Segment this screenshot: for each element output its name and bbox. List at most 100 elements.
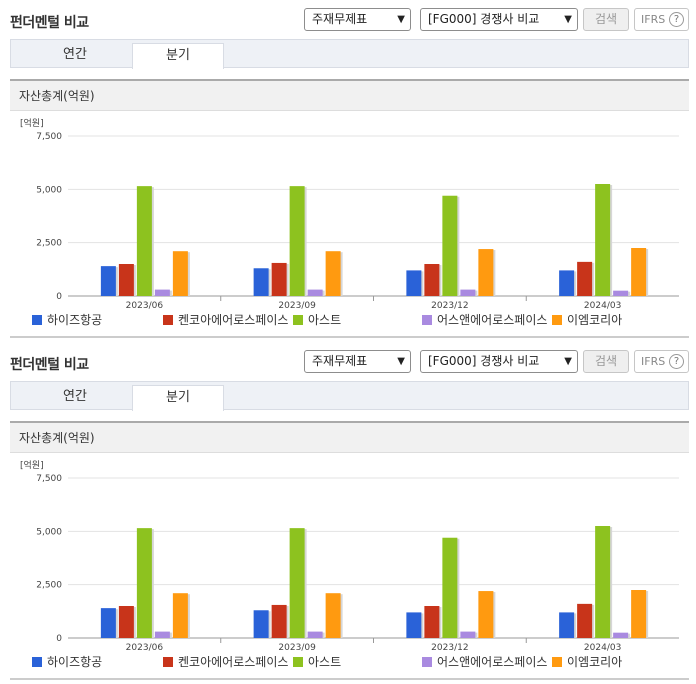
panel-header: 펀더멘털 비교 주재무제표 ▼ [FG000] 경쟁사 비교 ▼ 검색 IFRS… [0,0,696,38]
bar [307,289,323,296]
comparison-group-value: [FG000] 경쟁사 비교 [428,12,540,26]
statement-type-value: 주재무제표 [312,12,368,26]
bar [577,603,593,638]
y-tick-label: 7,500 [36,132,62,142]
bar [154,289,170,296]
tab-quarterly[interactable]: 분기 [132,385,224,411]
comparison-group-value: [FG000] 경쟁사 비교 [428,354,540,368]
tab-annual[interactable]: 연간 [63,389,87,404]
legend-item[interactable]: 켄코아에어로스페이스 [163,654,288,670]
bar [595,184,611,296]
y-unit-label: [억원] [20,117,44,129]
bar [100,266,116,296]
period-tabs: 연간 분기 [10,39,689,69]
bar [478,249,494,296]
bar [478,591,494,638]
legend-swatch [422,657,432,667]
legend-label: 아스트 [308,313,342,327]
legend-label: 켄코아에어로스페이스 [178,655,289,669]
legend-item[interactable]: 하이즈항공 [32,654,102,670]
help-icon: ? [669,12,684,27]
bar [631,590,647,638]
legend-item[interactable]: 하이즈항공 [32,312,102,328]
legend-label: 어스앤에어로스페이스 [437,313,548,327]
bar [442,195,458,296]
legend-swatch [163,315,173,325]
bar [154,631,170,638]
statement-type-select[interactable]: 주재무제표 ▼ [304,8,411,31]
x-tick-label: 2024/03 [584,301,621,311]
chevron-down-icon: ▼ [397,14,405,25]
legend-item[interactable]: 아스트 [293,654,341,670]
bar [631,248,647,296]
fundamental-panel-2: 펀더멘털 비교 주재무제표 ▼ [FG000] 경쟁사 비교 ▼ 검색 IFRS… [0,342,696,684]
panel-title: 펀더멘털 비교 [10,15,89,31]
legend-item[interactable]: 이엠코리아 [552,654,622,670]
bar [613,632,629,638]
statement-type-select[interactable]: 주재무제표 ▼ [304,350,411,373]
legend-swatch [32,315,42,325]
search-button[interactable]: 검색 [583,350,629,373]
legend-label: 아스트 [308,655,342,669]
legend-swatch [422,315,432,325]
bar [559,612,575,638]
legend-swatch [293,315,303,325]
bar [406,612,422,638]
chart-legend: 하이즈항공 켄코아에어로스페이스 아스트 어스앤에어로스페이스 이엠코리아 [0,312,696,332]
bar [172,251,188,296]
x-tick-label: 2023/06 [126,301,164,311]
tab-annual[interactable]: 연간 [63,47,87,62]
panel-title: 펀더멘털 비교 [10,357,89,373]
bar [271,262,287,296]
bar [289,528,305,638]
x-tick-label: 2024/03 [584,643,621,653]
chevron-down-icon: ▼ [397,356,405,367]
bar [271,604,287,638]
legend-label: 이엠코리아 [567,313,623,327]
search-button[interactable]: 검색 [583,8,629,31]
ifrs-help-button[interactable]: IFRS ? [634,8,689,31]
comparison-group-select[interactable]: [FG000] 경쟁사 비교 ▼ [420,350,578,373]
legend-label: 켄코아에어로스페이스 [178,313,289,327]
legend-label: 하이즈항공 [47,655,103,669]
y-tick-label: 7,500 [36,474,62,484]
legend-label: 이엠코리아 [567,655,623,669]
legend-item[interactable]: 어스앤에어로스페이스 [422,654,547,670]
chart-legend: 하이즈항공 켄코아에어로스페이스 아스트 어스앤에어로스페이스 이엠코리아 [0,654,696,674]
comparison-group-select[interactable]: [FG000] 경쟁사 비교 ▼ [420,8,578,31]
x-tick-label: 2023/12 [431,301,468,311]
y-tick-label: 5,000 [36,527,62,537]
legend-item[interactable]: 이엠코리아 [552,312,622,328]
ifrs-label: IFRS [641,355,666,368]
bar [253,268,269,296]
ifrs-help-button[interactable]: IFRS ? [634,350,689,373]
bar [253,610,269,638]
panel-divider [10,336,689,338]
legend-label: 어스앤에어로스페이스 [437,655,548,669]
section-title: 자산총계(억원) [10,79,689,111]
bar [325,251,341,296]
y-unit-label: [억원] [20,459,44,471]
tab-quarterly[interactable]: 분기 [132,43,224,69]
x-tick-label: 2023/09 [278,301,316,311]
x-tick-label: 2023/06 [126,643,164,653]
y-tick-label: 0 [56,634,62,644]
ifrs-label: IFRS [641,13,666,26]
legend-item[interactable]: 켄코아에어로스페이스 [163,312,288,328]
y-tick-label: 0 [56,292,62,302]
section-title: 자산총계(억원) [10,421,689,453]
bar [289,186,305,296]
statement-type-value: 주재무제표 [312,354,368,368]
bar [100,608,116,638]
period-tabs: 연간 분기 [10,381,689,411]
bar [424,606,440,638]
bar [460,631,476,638]
bar [118,264,134,296]
help-icon: ? [669,354,684,369]
x-tick-label: 2023/09 [278,643,316,653]
bar [577,261,593,296]
legend-item[interactable]: 아스트 [293,312,341,328]
chevron-down-icon: ▼ [564,356,572,367]
legend-item[interactable]: 어스앤에어로스페이스 [422,312,547,328]
bar [307,631,323,638]
